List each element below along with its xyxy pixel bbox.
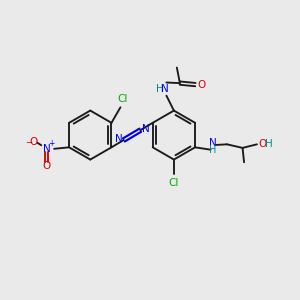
Text: N: N: [142, 124, 150, 134]
Text: Cl: Cl: [117, 94, 128, 104]
Text: N: N: [43, 144, 50, 154]
Text: H: H: [265, 139, 273, 149]
Text: H: H: [209, 145, 217, 155]
Text: O: O: [259, 139, 267, 149]
Text: N: N: [209, 138, 217, 148]
Text: N: N: [115, 134, 122, 144]
Text: Cl: Cl: [169, 178, 179, 188]
Text: O: O: [42, 161, 50, 171]
Text: N: N: [161, 84, 169, 94]
Text: −: −: [25, 138, 32, 147]
Text: H: H: [156, 84, 164, 94]
Text: O: O: [30, 137, 38, 147]
Text: O: O: [198, 80, 206, 90]
Text: +: +: [49, 139, 55, 148]
